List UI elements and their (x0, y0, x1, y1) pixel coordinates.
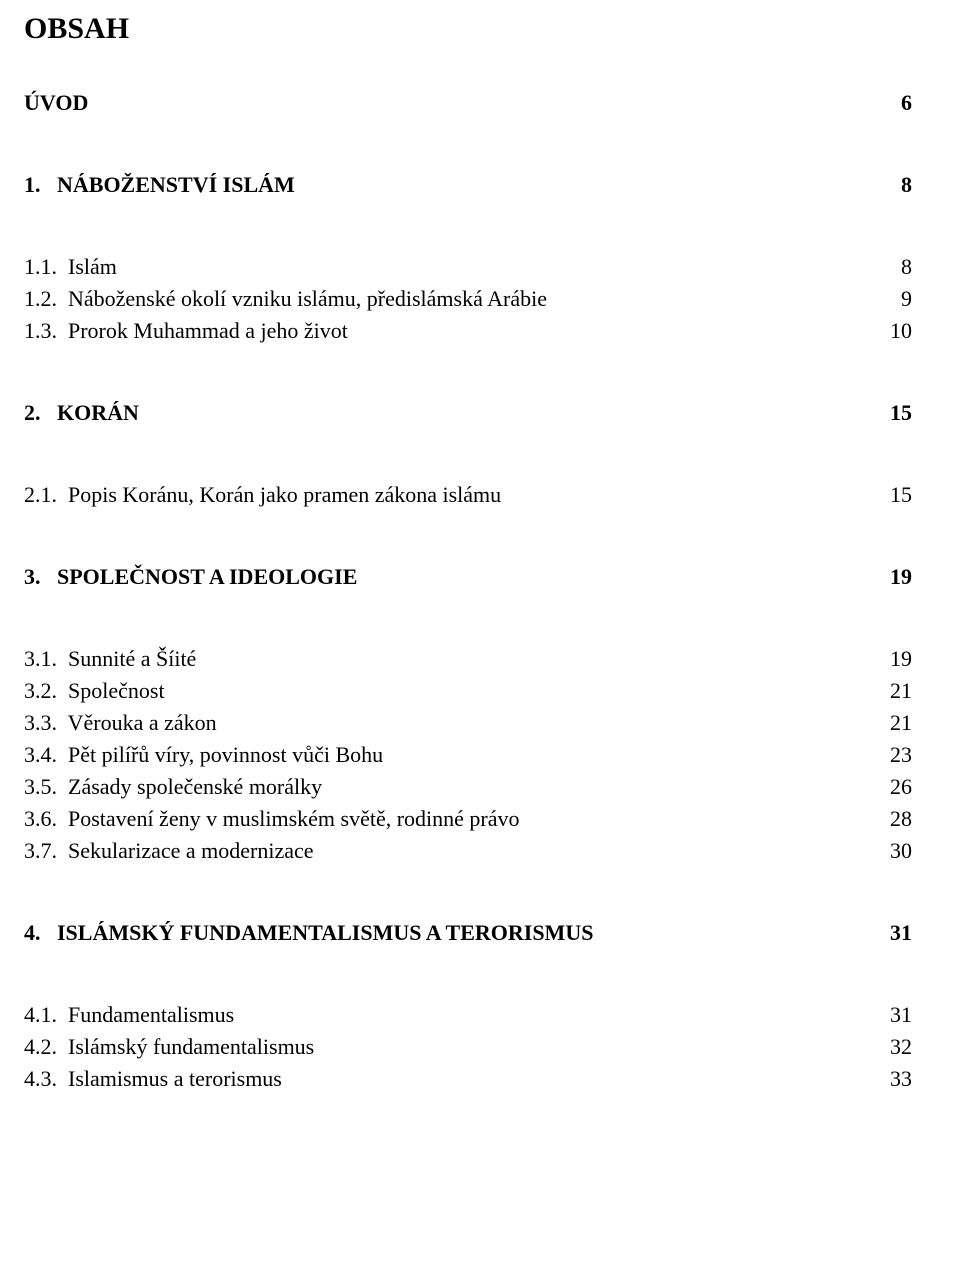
toc-row: 3.6. Postavení ženy v muslimském světě, … (24, 806, 912, 832)
toc-label: 1. NÁBOŽENSTVÍ ISLÁM (24, 172, 295, 198)
toc-page: 9 (901, 286, 912, 312)
toc-page: 30 (890, 838, 912, 864)
toc-label: 3. SPOLEČNOST A IDEOLOGIE (24, 564, 357, 590)
toc-page: 6 (901, 90, 912, 116)
spacer (24, 426, 912, 482)
toc-label: 1.2. Náboženské okolí vzniku islámu, pře… (24, 286, 547, 312)
toc-label: 1.1. Islám (24, 254, 117, 280)
toc-label: 4.1. Fundamentalismus (24, 1002, 234, 1028)
toc-label: ÚVOD (24, 90, 88, 116)
toc-row: 3.5. Zásady společenské morálky 26 (24, 774, 912, 800)
spacer (24, 198, 912, 254)
toc-label: 3.5. Zásady společenské morálky (24, 774, 322, 800)
toc-row: 2.1. Popis Koránu, Korán jako pramen zák… (24, 482, 912, 508)
toc-page: 15 (890, 400, 912, 426)
toc-page: 31 (890, 920, 912, 946)
page-title: OBSAH (24, 12, 912, 46)
toc-page: 8 (901, 172, 912, 198)
toc-page: 15 (890, 482, 912, 508)
toc-label: 4.2. Islámský fundamentalismus (24, 1034, 314, 1060)
toc-label: 4.3. Islamismus a terorismus (24, 1066, 282, 1092)
toc-label: 3.7. Sekularizace a modernizace (24, 838, 314, 864)
toc-row: ÚVOD 6 (24, 90, 912, 116)
toc-row: 3.1. Sunnité a Šíité 19 (24, 646, 912, 672)
toc-row: 3.4. Pět pilířů víry, povinnost vůči Boh… (24, 742, 912, 768)
toc-row: 4.3. Islamismus a terorismus 33 (24, 1066, 912, 1092)
page: OBSAH ÚVOD 6 1. NÁBOŽENSTVÍ ISLÁM 8 1.1.… (0, 0, 960, 1277)
toc-page: 31 (890, 1002, 912, 1028)
toc-label: 3.4. Pět pilířů víry, povinnost vůči Boh… (24, 742, 383, 768)
toc-page: 19 (890, 646, 912, 672)
toc-row: 4. ISLÁMSKÝ FUNDAMENTALISMUS A TERORISMU… (24, 920, 912, 946)
spacer (24, 344, 912, 400)
toc-row: 3.3. Věrouka a zákon 21 (24, 710, 912, 736)
toc-row: 3.7. Sekularizace a modernizace 30 (24, 838, 912, 864)
spacer (24, 116, 912, 172)
toc-row: 2. KORÁN 15 (24, 400, 912, 426)
toc-page: 26 (890, 774, 912, 800)
toc-label: 3.1. Sunnité a Šíité (24, 646, 196, 672)
toc-row: 3.2. Společnost 21 (24, 678, 912, 704)
toc-label: 3.2. Společnost (24, 678, 165, 704)
toc-page: 8 (901, 254, 912, 280)
toc-row: 3. SPOLEČNOST A IDEOLOGIE 19 (24, 564, 912, 590)
toc-row: 4.1. Fundamentalismus 31 (24, 1002, 912, 1028)
toc-page: 23 (890, 742, 912, 768)
toc-page: 21 (890, 710, 912, 736)
spacer (24, 864, 912, 920)
toc-label: 4. ISLÁMSKÝ FUNDAMENTALISMUS A TERORISMU… (24, 920, 593, 946)
toc-page: 28 (890, 806, 912, 832)
spacer (24, 946, 912, 1002)
toc-page: 32 (890, 1034, 912, 1060)
toc-row: 1.3. Prorok Muhammad a jeho život 10 (24, 318, 912, 344)
toc-label: 1.3. Prorok Muhammad a jeho život (24, 318, 348, 344)
toc-row: 1. NÁBOŽENSTVÍ ISLÁM 8 (24, 172, 912, 198)
toc-label: 2. KORÁN (24, 400, 139, 426)
toc-page: 19 (890, 564, 912, 590)
spacer (24, 508, 912, 564)
toc-row: 1.1. Islám 8 (24, 254, 912, 280)
toc-row: 4.2. Islámský fundamentalismus 32 (24, 1034, 912, 1060)
toc-label: 3.3. Věrouka a zákon (24, 710, 217, 736)
toc-page: 21 (890, 678, 912, 704)
toc-page: 10 (890, 318, 912, 344)
toc-label: 3.6. Postavení ženy v muslimském světě, … (24, 806, 520, 832)
spacer (24, 590, 912, 646)
toc-label: 2.1. Popis Koránu, Korán jako pramen zák… (24, 482, 501, 508)
toc-page: 33 (890, 1066, 912, 1092)
toc-row: 1.2. Náboženské okolí vzniku islámu, pře… (24, 286, 912, 312)
